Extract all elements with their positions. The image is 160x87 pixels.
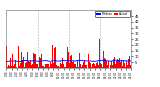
Legend: Median, Actual: Median, Actual: [95, 11, 130, 17]
